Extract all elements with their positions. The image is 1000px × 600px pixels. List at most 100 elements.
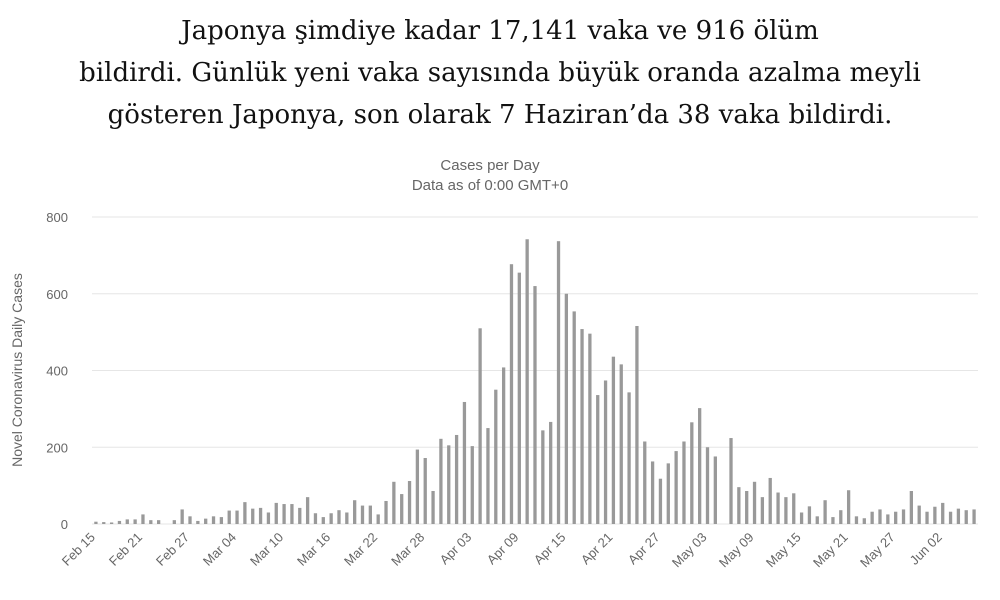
bar bbox=[149, 520, 153, 524]
bar bbox=[109, 522, 114, 524]
bar bbox=[454, 434, 459, 524]
bar bbox=[337, 510, 341, 524]
bar bbox=[572, 311, 576, 524]
bar bbox=[423, 458, 427, 524]
bar bbox=[125, 519, 129, 524]
bar bbox=[478, 328, 482, 524]
bar bbox=[948, 511, 953, 524]
bar bbox=[235, 510, 239, 524]
bar bbox=[321, 517, 325, 524]
bar bbox=[400, 494, 404, 524]
bar bbox=[760, 497, 765, 524]
bar bbox=[243, 502, 247, 524]
x-axis-ticks: Feb 15 Feb 21 Feb 27 Mar 04 Mar 10 Mar 16 Mar … bbox=[59, 530, 945, 571]
x-tick-label: Feb 27 bbox=[153, 530, 192, 569]
x-tick-label: Jun 02 bbox=[907, 530, 945, 568]
bar bbox=[204, 518, 208, 524]
bar bbox=[619, 364, 623, 524]
bar bbox=[501, 367, 506, 524]
bar bbox=[211, 516, 216, 524]
bar bbox=[157, 520, 161, 524]
bar bbox=[251, 508, 255, 524]
bar bbox=[909, 491, 913, 524]
bar bbox=[188, 516, 192, 524]
bar bbox=[94, 521, 98, 524]
x-tick-label: Feb 15 bbox=[59, 530, 98, 569]
bar bbox=[549, 421, 553, 524]
x-tick-label: Mar 28 bbox=[388, 530, 427, 569]
bar bbox=[792, 493, 796, 524]
bar bbox=[290, 504, 294, 524]
bar bbox=[823, 500, 827, 524]
bar bbox=[745, 491, 749, 524]
x-tick-label: May 15 bbox=[763, 530, 804, 571]
bars bbox=[94, 239, 976, 524]
chart-subtitle: Data as of 0:00 GMT+0 bbox=[412, 177, 568, 194]
bar bbox=[541, 430, 545, 524]
bar bbox=[133, 519, 137, 524]
bar bbox=[650, 461, 655, 524]
bar bbox=[282, 504, 286, 524]
bar bbox=[392, 481, 396, 524]
bar bbox=[658, 478, 663, 524]
x-tick-label: May 09 bbox=[716, 530, 757, 571]
bar bbox=[384, 500, 388, 524]
x-tick-label: May 21 bbox=[810, 530, 851, 571]
bar bbox=[407, 481, 412, 524]
bar bbox=[298, 507, 302, 524]
x-tick-label: Mar 22 bbox=[341, 530, 380, 569]
bar bbox=[580, 329, 584, 524]
x-tick-label: May 03 bbox=[669, 530, 710, 571]
bar bbox=[494, 389, 498, 524]
bar bbox=[258, 507, 263, 524]
bar bbox=[854, 516, 859, 524]
bar bbox=[894, 511, 898, 524]
bar bbox=[666, 463, 670, 524]
x-tick-label: Apr 03 bbox=[437, 530, 475, 568]
bar bbox=[305, 497, 310, 524]
bar bbox=[698, 408, 702, 524]
bar bbox=[564, 293, 569, 524]
y-tick-label: 800 bbox=[46, 210, 68, 225]
bar bbox=[533, 286, 537, 524]
bar bbox=[627, 392, 631, 524]
bar bbox=[831, 517, 835, 524]
bar bbox=[180, 509, 184, 524]
bar bbox=[815, 516, 819, 524]
bar bbox=[141, 514, 145, 524]
x-tick-label: Mar 16 bbox=[294, 530, 333, 569]
bar bbox=[886, 514, 890, 524]
bar bbox=[102, 522, 106, 524]
headline-line-3: gösteren Japonya, son olarak 7 Haziran’d… bbox=[107, 100, 893, 130]
x-tick-label: Apr 09 bbox=[484, 530, 522, 568]
x-tick-label: Apr 21 bbox=[578, 530, 616, 568]
bar bbox=[839, 510, 843, 524]
bar bbox=[682, 441, 686, 524]
bar bbox=[415, 449, 420, 524]
bar bbox=[603, 380, 608, 524]
headline-line-2: bildirdi. Günlük yeni vaka sayısında büy… bbox=[79, 58, 921, 88]
y-axis-ticks: 0 200 400 600 800 bbox=[46, 210, 68, 532]
chart-title: Cases per Day bbox=[440, 157, 540, 174]
bar bbox=[690, 422, 694, 524]
x-tick-label: Mar 04 bbox=[200, 530, 239, 569]
bar bbox=[784, 497, 788, 524]
bar bbox=[274, 502, 278, 524]
bar bbox=[525, 239, 529, 524]
x-tick-label: Apr 15 bbox=[531, 530, 569, 568]
x-tick-label: May 27 bbox=[857, 530, 898, 571]
headline-line-1: Japonya şimdiye kadar 17,141 vaka ve 916… bbox=[181, 16, 819, 46]
bar bbox=[556, 241, 561, 524]
bar bbox=[439, 438, 443, 524]
bar bbox=[486, 428, 490, 524]
bar bbox=[862, 518, 866, 524]
bar bbox=[596, 395, 600, 524]
bar bbox=[462, 401, 467, 524]
bar bbox=[925, 511, 929, 524]
bar bbox=[878, 509, 882, 524]
bar bbox=[776, 492, 780, 524]
bar bbox=[846, 490, 851, 524]
bar bbox=[611, 356, 616, 524]
bar bbox=[941, 502, 945, 524]
